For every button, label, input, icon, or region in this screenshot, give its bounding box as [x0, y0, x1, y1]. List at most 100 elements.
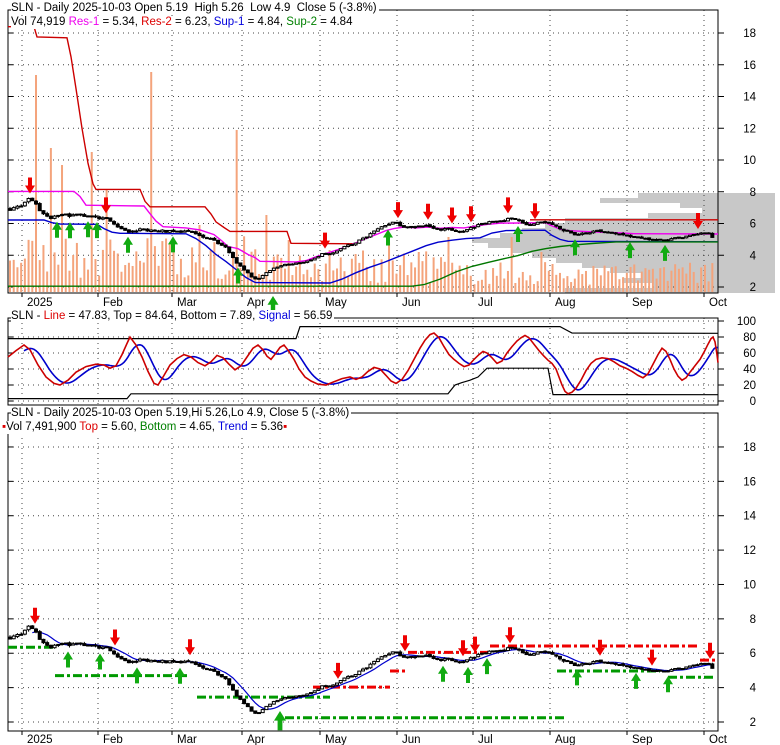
volume-bar — [291, 275, 294, 292]
candle-body — [41, 210, 46, 215]
candle-body — [643, 237, 648, 240]
y-axis-label: 16 — [743, 476, 756, 488]
candle-body — [431, 225, 436, 229]
volume-bar — [265, 215, 268, 292]
volume-bar — [124, 265, 127, 292]
candle-body — [591, 661, 596, 664]
candle-body — [238, 695, 243, 700]
candle-body — [264, 705, 269, 711]
volume-bar — [618, 279, 621, 292]
y-axis-label: 14 — [743, 92, 756, 104]
candle-body — [498, 649, 503, 652]
candle-body — [320, 685, 325, 690]
candle-body — [63, 213, 68, 216]
volume-bar — [425, 251, 428, 292]
candle-body — [156, 230, 161, 233]
volume-profile-bar — [652, 283, 775, 288]
candle-body — [576, 664, 581, 667]
volume-bar — [581, 274, 584, 292]
volume-bar — [109, 239, 112, 292]
candle-body — [45, 213, 50, 217]
candle-body — [517, 219, 522, 222]
buy-signal-arrow — [625, 242, 635, 259]
volume-bar — [87, 269, 90, 292]
candle-body — [260, 275, 265, 279]
volume-bar — [477, 280, 480, 292]
sell-signal-arrow — [320, 232, 330, 249]
candle-body — [19, 633, 24, 636]
candle-body — [30, 197, 35, 202]
volume-profile-bar — [610, 268, 775, 273]
buy-signal-arrow — [168, 236, 178, 253]
candle-body — [175, 230, 180, 233]
buy-signal-arrow — [572, 669, 582, 686]
x-axis-month-label: Feb — [103, 734, 123, 745]
candle-body — [647, 668, 652, 672]
candle-body — [361, 668, 366, 672]
volume-bar — [127, 262, 130, 292]
volume-bar — [388, 242, 391, 292]
candle-body — [164, 229, 169, 233]
buy-signal-arrow — [570, 239, 580, 256]
candle-body — [48, 215, 53, 219]
header-segment: SLN - — [11, 310, 44, 322]
candle-body — [301, 261, 306, 264]
candle-body — [197, 663, 202, 667]
volume-bar — [703, 264, 706, 292]
volume-bar — [309, 277, 312, 292]
candle-body — [130, 230, 135, 233]
volume-bar — [217, 278, 220, 292]
volume-bar — [432, 257, 435, 292]
candle-body — [580, 232, 585, 235]
volume-bar — [655, 278, 658, 292]
candle-body — [409, 225, 414, 228]
volume-bar — [94, 259, 97, 292]
candle-body — [606, 231, 611, 234]
candle-body — [639, 236, 644, 239]
volume-bar — [205, 270, 208, 292]
candle-body — [494, 650, 499, 653]
candle-body — [643, 668, 648, 671]
x-axis-month-label: Apr — [247, 734, 265, 745]
candle-body — [665, 239, 670, 242]
volume-bar — [339, 257, 342, 292]
candle-body — [676, 236, 681, 239]
candle-body — [45, 642, 50, 646]
candle-body — [52, 215, 57, 219]
candle-body — [193, 661, 198, 665]
buy-signal-arrow — [663, 676, 673, 693]
candle-body — [442, 228, 447, 231]
volume-bar — [16, 267, 19, 292]
candle-body — [178, 230, 183, 233]
candle-body — [78, 642, 83, 645]
candle-body — [141, 228, 146, 231]
sell-signal-arrow — [458, 640, 468, 657]
volume-bar — [670, 270, 673, 292]
volume-bar — [469, 275, 472, 292]
candle-body — [569, 230, 574, 234]
volume-bar — [243, 236, 246, 292]
top-band-line — [8, 326, 719, 340]
volume-bar — [402, 253, 405, 292]
candle-body — [74, 213, 79, 216]
candle-body — [100, 217, 105, 220]
candle-body — [498, 220, 503, 223]
header-segment: = 4.84, — [244, 16, 287, 28]
candle-body — [479, 222, 484, 225]
candle-body — [684, 235, 689, 239]
candle-body — [160, 229, 165, 233]
volume-profile-bar — [472, 238, 775, 243]
candle-body — [654, 670, 659, 673]
candle-body — [505, 217, 510, 222]
volume-bar — [707, 281, 710, 292]
sell-signal-arrow — [693, 213, 703, 229]
candle-body — [338, 679, 343, 684]
candle-body — [550, 222, 555, 225]
candle-body — [197, 232, 202, 237]
candle-body — [52, 644, 57, 649]
volume-bar — [254, 249, 257, 292]
x-axis-month-label: Aug — [555, 734, 575, 745]
y-axis-label: 40 — [743, 364, 756, 376]
candle-body — [67, 213, 72, 217]
